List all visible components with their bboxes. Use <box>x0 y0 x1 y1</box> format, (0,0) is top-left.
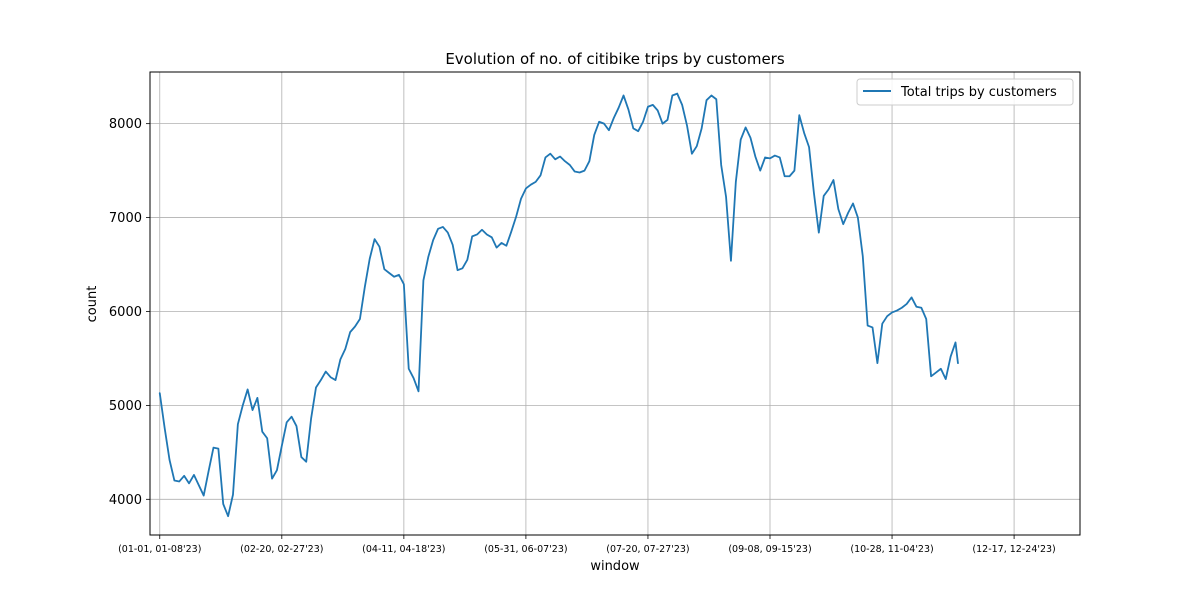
x-tick-label: (01-01, 01-08'23) <box>118 544 201 555</box>
x-tick-label: (07-20, 07-27'23) <box>606 544 689 555</box>
grid-lines <box>150 72 1080 535</box>
y-tick-label: 8000 <box>109 117 142 132</box>
plot-frame <box>149 71 1081 536</box>
y-tick-label: 5000 <box>109 399 142 414</box>
legend-label: Total trips by customers <box>900 85 1057 100</box>
legend-box <box>856 78 1074 106</box>
series-layer <box>158 92 959 518</box>
series-line <box>158 92 959 518</box>
x-tick-label: (02-20, 02-27'23) <box>240 544 323 555</box>
chart-title: Evolution of no. of citibike trips by cu… <box>445 50 785 68</box>
legend: Total trips by customers <box>856 78 1074 106</box>
x-tick-label: (10-28, 11-04'23) <box>850 544 933 555</box>
x-axis-label: window <box>590 559 640 574</box>
y-axis-label: count <box>85 286 100 323</box>
x-tick-label: (04-11, 04-18'23) <box>362 544 445 555</box>
x-tick-label: (05-31, 06-07'23) <box>484 544 567 555</box>
y-tick-label: 6000 <box>109 305 142 320</box>
y-tick-label: 4000 <box>109 493 142 508</box>
axis-ticks: 4000 5000 6000 7000 8000 (01-01, 01-08'23) (02… <box>109 117 1056 555</box>
x-tick-label: (12-17, 12-24'23) <box>972 544 1055 555</box>
y-tick-label: 7000 <box>109 211 142 226</box>
x-tick-label: (09-08, 09-15'23) <box>728 544 811 555</box>
